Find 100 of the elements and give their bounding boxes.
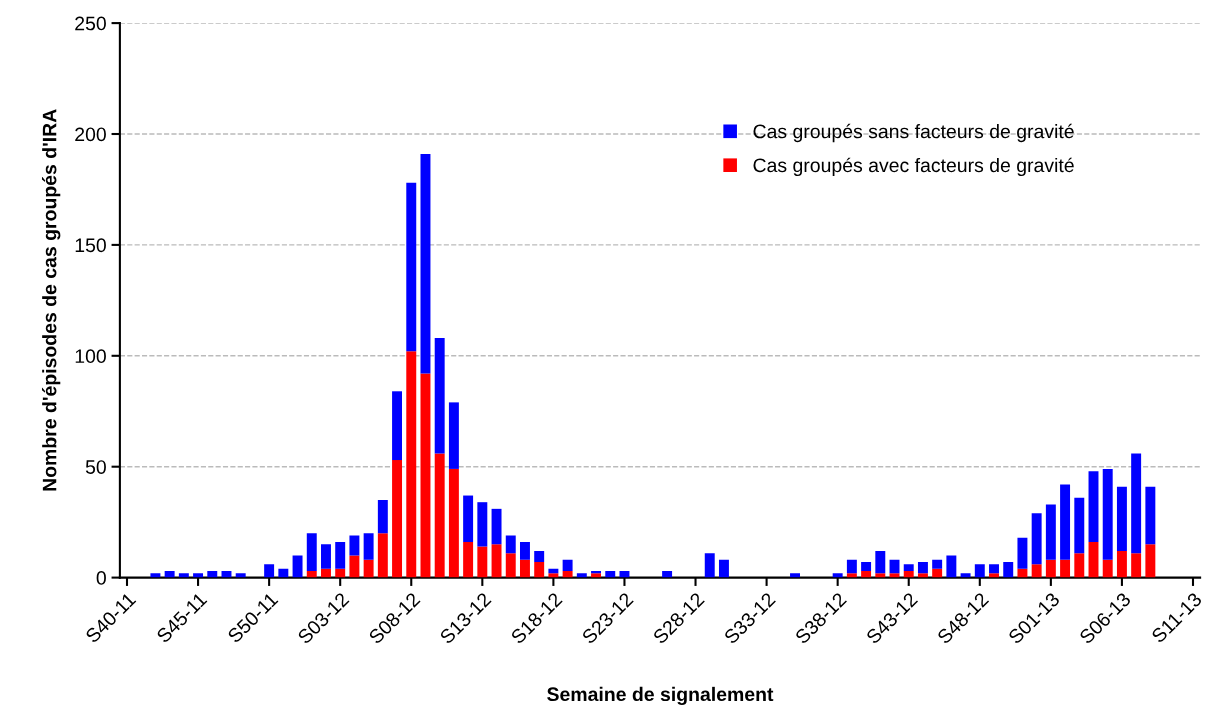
bar — [1060, 484, 1071, 560]
bar — [1116, 550, 1127, 578]
bar — [534, 562, 545, 578]
bar — [519, 559, 530, 578]
bar — [1102, 559, 1113, 578]
bar — [335, 542, 346, 569]
bar — [875, 573, 886, 578]
bar — [591, 573, 602, 578]
bar — [264, 564, 275, 578]
bar — [1074, 553, 1085, 578]
bar — [278, 568, 289, 578]
y-tick-label: 150 — [75, 238, 106, 253]
bar — [875, 550, 886, 574]
bar — [434, 453, 445, 578]
bar — [591, 570, 602, 574]
bar — [861, 562, 872, 571]
bar — [164, 570, 175, 578]
bar — [903, 564, 914, 571]
bar — [505, 553, 516, 578]
bar — [1045, 559, 1056, 578]
bar — [448, 402, 459, 469]
bar — [1088, 471, 1099, 543]
bar — [1060, 559, 1071, 578]
bar — [548, 573, 559, 578]
bar — [576, 573, 587, 578]
bar — [150, 573, 161, 578]
bar — [434, 338, 445, 454]
bar — [1116, 486, 1127, 551]
bar — [363, 559, 374, 578]
bar — [505, 535, 516, 554]
bar — [207, 570, 218, 578]
bar — [718, 559, 729, 578]
y-axis-title: Nombre d'épisodes de cas groupés d'IRA — [41, 109, 61, 491]
bar — [477, 546, 488, 578]
bar — [832, 573, 843, 578]
bar — [861, 570, 872, 578]
bar — [932, 568, 943, 578]
legend-label: Cas groupés sans facteurs de gravité — [753, 123, 1074, 143]
bar — [349, 555, 360, 578]
bar — [1131, 553, 1142, 578]
bar — [321, 568, 331, 578]
bar — [562, 570, 573, 578]
bar — [946, 555, 957, 578]
bar — [519, 542, 530, 560]
bar — [1145, 544, 1156, 578]
y-tick-label: 250 — [75, 16, 106, 31]
bar — [477, 502, 488, 547]
bar — [349, 535, 360, 556]
bar — [463, 495, 474, 543]
y-tick-label: 100 — [75, 349, 106, 364]
bar — [960, 573, 971, 578]
bar — [903, 570, 914, 578]
bar — [392, 391, 403, 461]
bar — [548, 568, 559, 574]
bar — [534, 550, 545, 563]
bar — [1145, 486, 1156, 545]
bar — [917, 562, 928, 574]
y-tick-label: 200 — [75, 127, 106, 142]
bar — [321, 544, 331, 569]
bar — [846, 573, 857, 578]
bar — [335, 568, 346, 578]
bar — [989, 564, 999, 574]
bar — [1131, 453, 1142, 554]
bar — [562, 559, 573, 571]
bar — [1003, 562, 1014, 578]
bar — [846, 559, 857, 574]
bar — [448, 468, 459, 578]
bar — [420, 373, 431, 578]
y-tick-label: 0 — [96, 571, 106, 585]
bar — [406, 351, 417, 578]
bar — [1102, 468, 1113, 560]
bar — [790, 573, 800, 578]
bar — [235, 573, 246, 578]
bar — [377, 533, 388, 578]
bar — [178, 573, 189, 578]
bar — [974, 564, 985, 578]
bar — [463, 542, 474, 578]
bar — [619, 570, 630, 578]
bar — [292, 555, 303, 578]
bar — [662, 570, 673, 578]
bar — [377, 499, 388, 534]
bar — [491, 508, 502, 545]
bar — [306, 533, 317, 571]
bar — [1031, 564, 1042, 578]
bar — [1045, 504, 1056, 560]
bar — [306, 570, 317, 578]
bar — [420, 153, 431, 374]
legend-label: Cas groupés avec facteurs de gravité — [753, 157, 1074, 177]
bar — [1017, 537, 1028, 569]
bar — [491, 544, 502, 578]
bar — [989, 573, 999, 578]
bar — [1074, 497, 1085, 554]
bar — [193, 573, 204, 578]
bar — [605, 570, 616, 578]
bar — [392, 460, 403, 578]
bar — [704, 553, 715, 578]
bar — [1031, 513, 1042, 565]
bar — [363, 533, 374, 560]
x-axis-title: Semaine de signalement — [547, 686, 774, 706]
bar — [1017, 568, 1028, 578]
